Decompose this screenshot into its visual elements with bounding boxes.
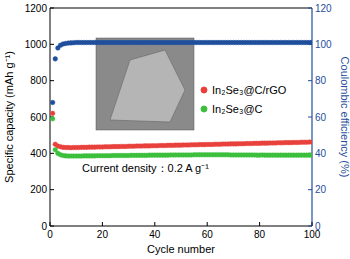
y2-tick-label: 0 [315, 221, 321, 232]
point [50, 111, 55, 116]
x-tick [50, 222, 51, 226]
point [310, 40, 312, 45]
y2-tick [308, 80, 312, 81]
x-tick [154, 222, 155, 226]
y2-tick-label: 20 [315, 184, 327, 195]
y-tick-label: 0 [41, 221, 47, 232]
y-tick [50, 153, 54, 154]
series-0 [50, 111, 312, 150]
legend-label: In₂Se₃@C [212, 103, 263, 115]
y-tick [50, 44, 54, 45]
y2-tick-label: 120 [315, 3, 332, 14]
chart: 0204060801000200400600800100012000204060… [0, 0, 350, 259]
y2-tick-label: 80 [315, 75, 327, 86]
x-tick [102, 222, 103, 226]
x-tick-label: 20 [97, 229, 109, 240]
y2-tick [308, 117, 312, 118]
y2-tick [308, 189, 312, 190]
y-axis-title: Specific capacity (mAh g⁻¹) [3, 51, 15, 183]
point [310, 153, 312, 158]
y-tick-label: 1000 [25, 39, 48, 50]
series-1 [50, 117, 312, 159]
legend-label: In₂Se₃@C/rGO [212, 84, 287, 96]
point [50, 117, 55, 122]
y-tick-label: 200 [30, 184, 47, 195]
y-tick [50, 226, 54, 227]
x-axis [50, 226, 312, 227]
y-tick-label: 800 [30, 75, 47, 86]
frame-top [50, 8, 312, 9]
y2-tick [308, 226, 312, 227]
y2-tick [308, 8, 312, 9]
y-tick-label: 600 [30, 112, 47, 123]
series-2 [50, 40, 312, 105]
annotation: Current density：0.2 A g⁻¹ [82, 162, 209, 174]
marks [50, 40, 312, 158]
x-tick [312, 222, 313, 226]
y-tick-label: 1200 [25, 3, 48, 14]
point [53, 57, 58, 62]
y-tick [50, 189, 54, 190]
y-tick-label: 400 [30, 148, 47, 159]
point [50, 100, 55, 105]
x-tick-label: 40 [149, 229, 161, 240]
x-tick [259, 222, 260, 226]
y2-axis-title: Coulombic efficiency (%) [339, 57, 350, 178]
inset-particle [110, 50, 185, 122]
x-tick-label: 60 [202, 229, 214, 240]
x-tick-label: 0 [47, 229, 53, 240]
legend-marker [201, 106, 207, 112]
point [310, 140, 312, 145]
inset-image [96, 38, 194, 130]
legend-marker [201, 87, 207, 93]
x-tick-label: 80 [254, 229, 266, 240]
x-axis-title: Cycle number [147, 243, 215, 255]
y-tick [50, 80, 54, 81]
y2-tick-label: 40 [315, 148, 327, 159]
x-tick [207, 222, 208, 226]
y2-tick-label: 100 [315, 39, 332, 50]
y-tick [50, 8, 54, 9]
y2-tick-label: 60 [315, 112, 327, 123]
